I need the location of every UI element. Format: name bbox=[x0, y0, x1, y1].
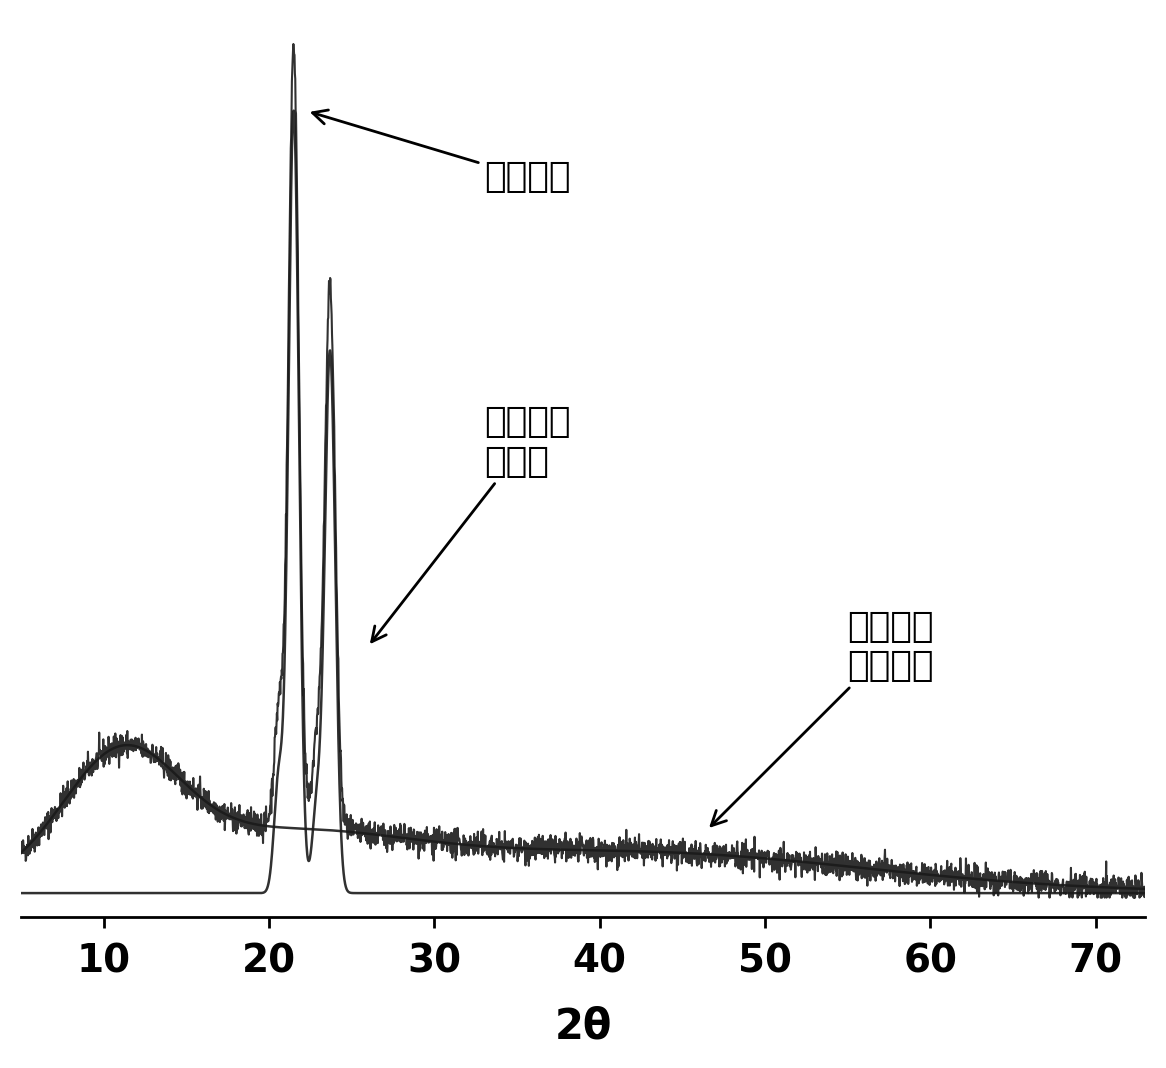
Text: 线性拟合
晶体峰: 线性拟合 晶体峰 bbox=[372, 405, 570, 642]
Text: 原始数据: 原始数据 bbox=[312, 110, 570, 194]
Text: 线性拟合
无定形相: 线性拟合 无定形相 bbox=[711, 610, 934, 826]
X-axis label: 2θ: 2θ bbox=[554, 1005, 612, 1047]
